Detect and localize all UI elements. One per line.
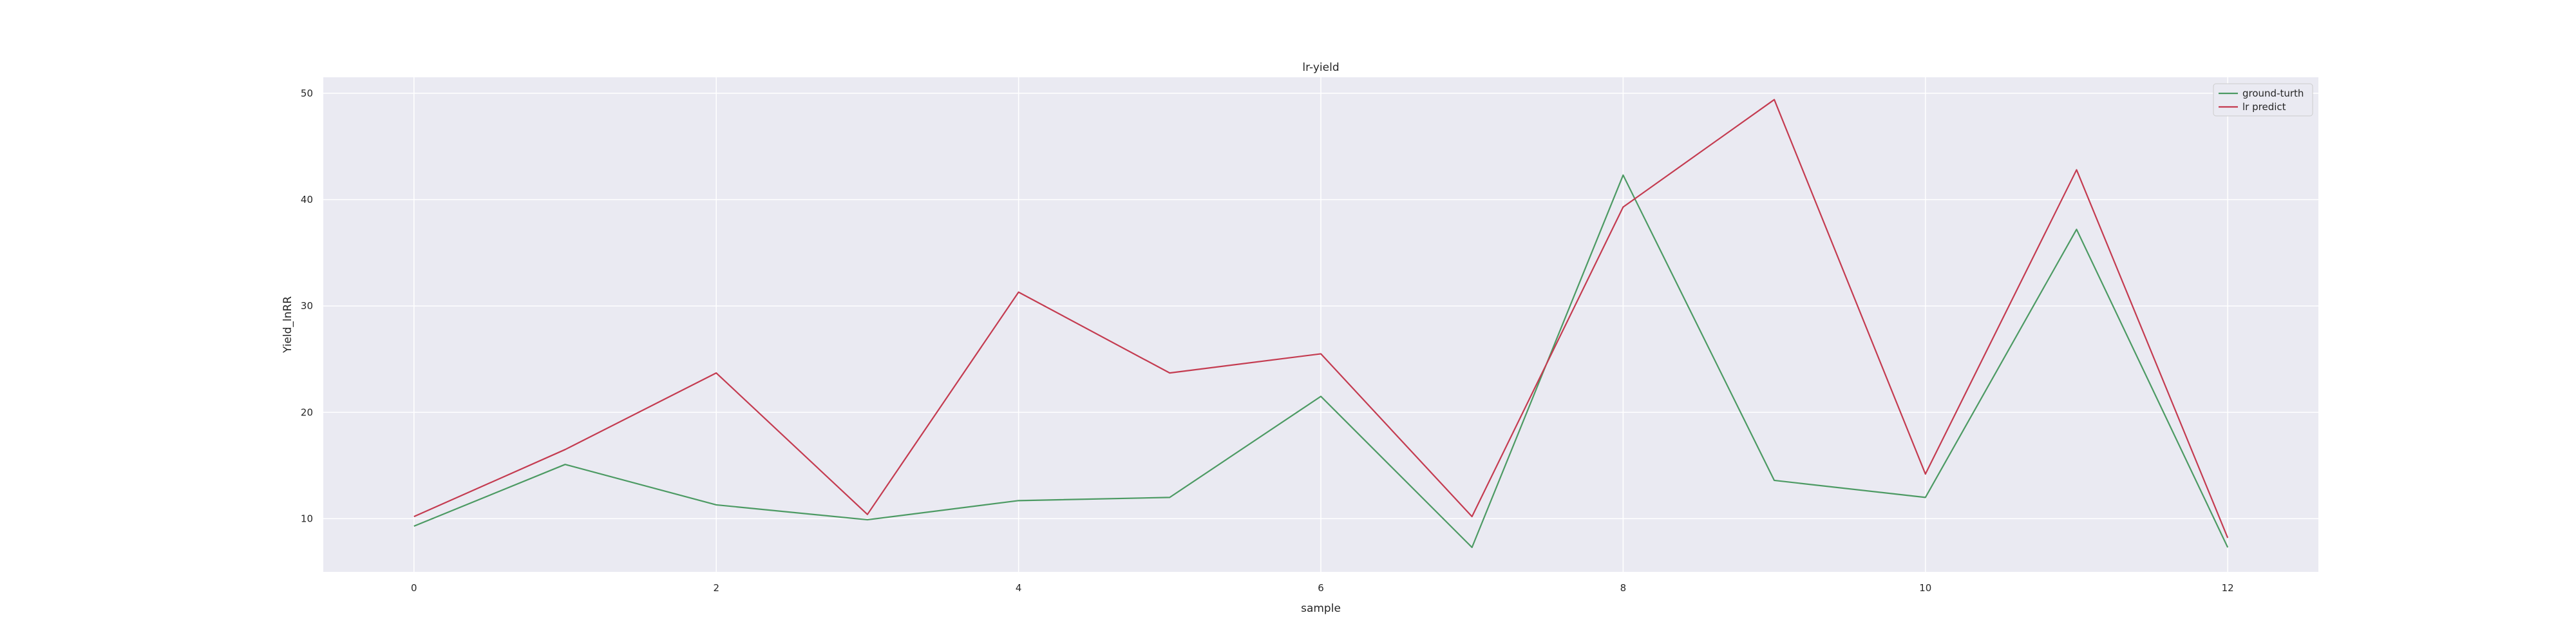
y-tick-label: 30 [301,300,313,312]
x-tick-label: 12 [2222,582,2234,594]
x-tick-labels: 0 2 4 6 8 10 12 [411,582,2234,594]
y-tick-labels: 10 20 30 40 50 [301,88,313,525]
x-tick-label: 10 [1919,582,1931,594]
x-tick-label: 2 [713,582,719,594]
y-tick-label: 10 [301,513,313,524]
legend: ground-turth lr predict [2213,83,2313,117]
x-tick-label: 4 [1016,582,1022,594]
y-axis-label: Yield_lnRR [281,296,294,354]
x-tick-label: 8 [1620,582,1627,594]
y-tick-label: 40 [301,194,313,205]
x-tick-label: 6 [1318,582,1324,594]
chart-title: lr-yield [1302,61,1339,74]
legend-label: lr predict [2242,101,2286,113]
y-tick-label: 20 [301,406,313,418]
legend-label: ground-turth [2242,88,2304,99]
gridlines [323,77,2318,572]
x-axis-label: sample [1301,602,1341,615]
legend-box [2213,83,2313,117]
y-tick-label: 50 [301,88,313,99]
series-lines [413,99,2229,549]
x-tick-label: 0 [411,582,417,594]
